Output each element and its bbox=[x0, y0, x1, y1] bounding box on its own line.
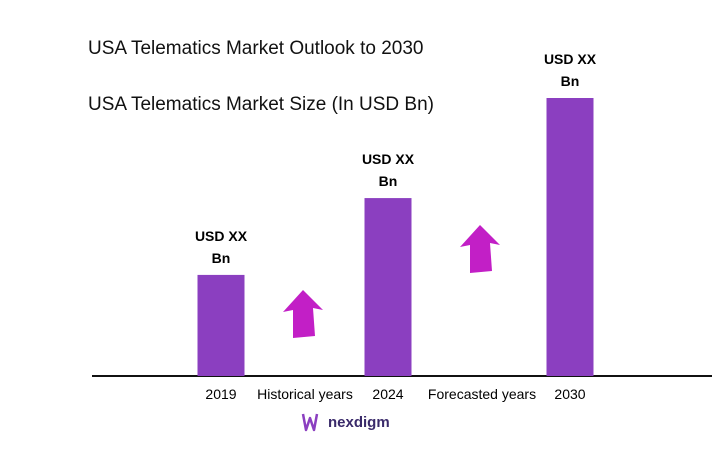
bar bbox=[364, 198, 412, 376]
x-tick-label: 2024 bbox=[372, 386, 404, 402]
chart-subtitle: USA Telematics Market Size (In USD Bn) bbox=[88, 94, 434, 115]
brand: nexdigm bbox=[328, 414, 390, 431]
arrow bbox=[283, 290, 323, 338]
value-label: USD XX Bn bbox=[361, 151, 415, 190]
value-label: USD XX Bn bbox=[543, 51, 597, 89]
x-tick-label: 2030 bbox=[554, 386, 586, 402]
annotation: Forecasted years bbox=[427, 386, 537, 402]
chart-title: USA Telematics Market Outlook to 2030 bbox=[88, 38, 424, 59]
bar bbox=[197, 274, 245, 376]
x-tick-label: 2019 bbox=[205, 386, 237, 402]
bar bbox=[546, 98, 594, 376]
arrow bbox=[460, 225, 500, 273]
brand-icon bbox=[301, 413, 319, 432]
annotation: Historical years bbox=[257, 386, 353, 402]
value-label: USD XX Bn bbox=[194, 227, 248, 266]
